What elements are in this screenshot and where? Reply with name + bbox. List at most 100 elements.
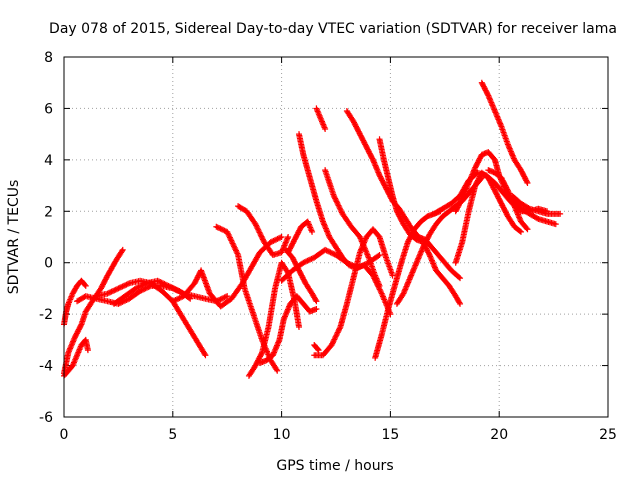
data-point-marker (253, 222, 260, 229)
data-point-marker (304, 257, 311, 264)
series-arc-13 (282, 246, 320, 305)
data-point-marker (309, 228, 316, 235)
data-point-marker (81, 281, 88, 288)
data-point-marker (333, 332, 340, 339)
data-point-marker (557, 210, 564, 217)
data-point-marker (330, 337, 337, 344)
data-point-marker (552, 221, 559, 228)
data-point-marker (177, 294, 184, 301)
data-point-marker (258, 233, 265, 240)
data-point-marker (330, 192, 337, 199)
data-point-marker (377, 287, 384, 294)
data-point-marker (278, 234, 285, 240)
data-point-marker (162, 281, 169, 288)
data-point-marker (334, 199, 341, 206)
series-arc-11 (256, 293, 320, 366)
data-point-marker (109, 288, 116, 294)
data-point-marker (171, 297, 178, 304)
data-point-marker (172, 297, 179, 303)
series-arc-19 (311, 226, 396, 359)
data-point-marker (173, 296, 180, 303)
y-tick-label: 2 (44, 204, 53, 220)
data-point-marker (176, 295, 183, 302)
data-point-marker (157, 279, 164, 285)
data-point-marker (457, 275, 464, 282)
data-point-marker (155, 278, 162, 285)
data-point-marker (305, 257, 312, 264)
data-point-marker (322, 246, 329, 253)
data-point-marker (132, 285, 139, 292)
data-point-marker (277, 234, 284, 241)
series-arc-1 (61, 246, 126, 377)
data-point-marker (285, 234, 292, 240)
data-point-marker (331, 194, 338, 201)
data-point-marker (124, 280, 131, 287)
data-point-marker (259, 236, 266, 243)
data-point-marker (517, 228, 524, 235)
series-arc-6 (111, 277, 194, 307)
data-point-marker (516, 228, 523, 234)
data-point-marker (331, 336, 338, 343)
data-point-marker (173, 286, 180, 293)
data-point-marker (221, 294, 228, 301)
data-point-marker (161, 280, 168, 287)
data-point-marker (523, 178, 530, 185)
data-point-marker (314, 346, 321, 353)
data-point-marker (222, 293, 229, 300)
data-point-marker (142, 280, 149, 287)
data-point-marker (115, 285, 122, 292)
data-point-marker (337, 206, 344, 213)
series-arc-15 (296, 131, 394, 318)
series-arc-10 (245, 259, 303, 379)
data-point-marker (332, 195, 339, 202)
data-point-marker (169, 298, 176, 305)
data-point-marker (313, 306, 320, 312)
y-tick-label: 0 (44, 256, 53, 272)
x-tick-label: 25 (599, 427, 617, 443)
data-point-marker (168, 284, 175, 291)
data-point-marker (118, 284, 125, 291)
data-point-marker (330, 250, 337, 257)
data-point-marker (120, 282, 127, 289)
data-point-marker (336, 205, 343, 212)
data-points (61, 79, 564, 379)
data-point-marker (119, 246, 126, 253)
data-point-marker (307, 256, 314, 263)
data-point-marker (218, 226, 225, 233)
series-arc-16 (313, 105, 329, 132)
data-point-marker (523, 225, 530, 232)
data-point-marker (328, 250, 335, 257)
data-point-marker (123, 281, 130, 288)
data-point-marker (108, 288, 115, 295)
y-tick-label: 8 (44, 50, 53, 66)
series-arc-17 (311, 342, 322, 354)
series-arc-22 (372, 208, 444, 361)
data-point-marker (84, 347, 91, 354)
data-point-marker (308, 255, 315, 262)
data-point-marker (202, 352, 209, 359)
data-point-marker (140, 281, 147, 288)
data-point-marker (114, 286, 121, 293)
data-point-marker (315, 347, 322, 354)
data-point-marker (425, 250, 432, 257)
data-point-marker (111, 287, 118, 294)
data-point-marker (332, 197, 339, 204)
data-point-marker (525, 204, 532, 211)
x-tick-label: 15 (381, 427, 399, 443)
data-point-marker (164, 282, 171, 289)
data-point-marker (275, 235, 282, 242)
data-point-marker (139, 282, 146, 289)
data-point-marker (273, 366, 280, 373)
data-point-marker (107, 289, 114, 296)
x-axis-label: GPS time / hours (276, 458, 393, 474)
data-point-marker (334, 329, 341, 336)
data-point-marker (105, 289, 112, 296)
data-point-marker (456, 299, 463, 306)
data-point-marker (378, 289, 385, 296)
data-point-marker (221, 227, 228, 234)
data-point-marker (255, 226, 262, 233)
data-point-marker (273, 236, 280, 243)
data-point-marker (328, 342, 335, 348)
